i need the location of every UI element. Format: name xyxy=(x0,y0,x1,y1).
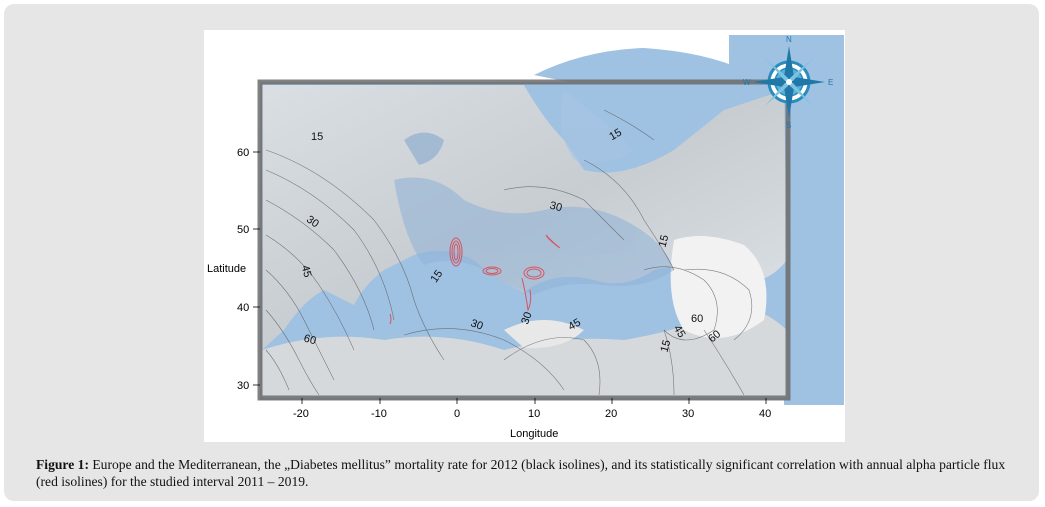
x-tick-label: -10 xyxy=(371,408,387,420)
caption-label: Figure 1: xyxy=(36,457,89,472)
y-tick-label: 60 xyxy=(237,147,249,159)
x-tick-label: 10 xyxy=(528,408,540,420)
compass-letter-w: W xyxy=(743,78,751,87)
x-tick-label: 20 xyxy=(605,408,617,420)
isoline-label: 30 xyxy=(469,317,485,332)
x-tick-label: 40 xyxy=(759,408,771,420)
isoline-label: 60 xyxy=(691,313,703,325)
y-tick-label: 40 xyxy=(237,302,249,314)
compass-letter-e: E xyxy=(828,78,833,87)
x-axis xyxy=(301,398,767,404)
compass-rose-icon: N E S W xyxy=(743,35,833,130)
figure-caption: Figure 1: Europe and the Mediterranean, … xyxy=(36,456,1026,490)
y-axis-label: Latitude xyxy=(207,263,246,275)
isoline-label: 45 xyxy=(566,317,583,334)
isoline-label: 45 xyxy=(671,323,688,340)
isoline-label: 15 xyxy=(311,131,323,143)
isoline-label: 45 xyxy=(299,264,314,279)
figure-card: 15 15 30 15 45 15 60 30 30 45 60 15 30 4… xyxy=(4,4,1039,501)
y-tick-label: 30 xyxy=(237,380,249,392)
compass-letter-n: N xyxy=(786,35,792,44)
isoline-label: 30 xyxy=(304,213,321,230)
x-axis-label: Longitude xyxy=(510,428,558,440)
isoline-label: 30 xyxy=(548,200,563,215)
isoline-label: 30 xyxy=(519,310,534,326)
isoline-label: 15 xyxy=(607,127,624,144)
x-tick-label: -20 xyxy=(293,408,309,420)
y-axis xyxy=(253,151,260,386)
compass-letter-s: S xyxy=(786,121,791,130)
caption-text: Europe and the Mediterranean, the „Diabe… xyxy=(36,457,1006,489)
isoline-label: 15 xyxy=(428,268,445,285)
overlay-layer xyxy=(394,90,674,295)
isoline-label: 15 xyxy=(657,234,672,249)
x-tick-label: 30 xyxy=(682,408,694,420)
x-tick-label: 0 xyxy=(454,408,460,420)
isoline-label: 15 xyxy=(659,339,674,354)
isoline-label: 60 xyxy=(302,333,317,348)
map-figure: 15 15 30 15 45 15 60 30 30 45 60 15 30 4… xyxy=(204,30,845,442)
map-frame xyxy=(257,79,791,401)
red-isolines xyxy=(389,234,561,325)
y-tick-label: 50 xyxy=(237,224,249,236)
isoline-label-group: 15 15 30 15 45 15 60 30 30 45 60 15 30 4… xyxy=(299,127,724,354)
map-svg: 15 15 30 15 45 15 60 30 30 45 60 15 30 4… xyxy=(207,35,844,440)
black-isolines xyxy=(265,109,753,396)
